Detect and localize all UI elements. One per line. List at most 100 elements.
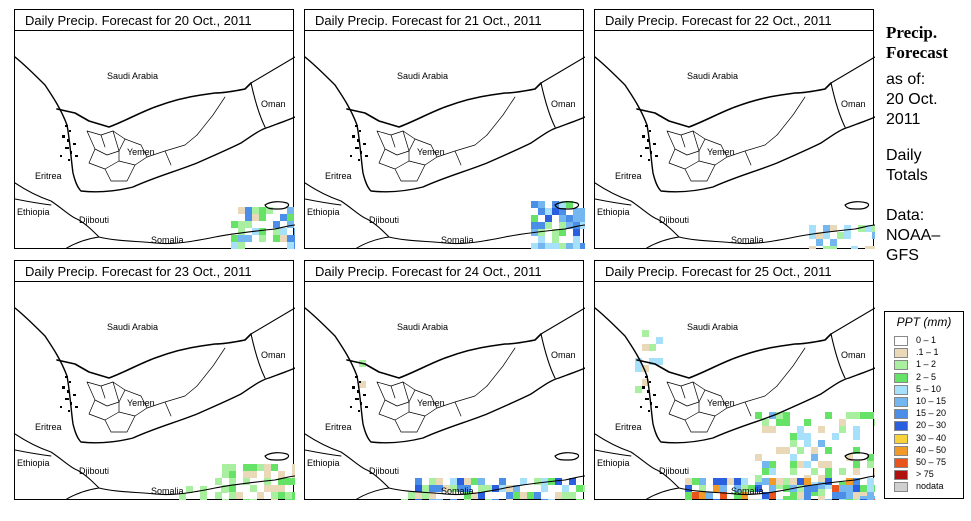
precip-cell	[278, 485, 285, 492]
precip-cell	[513, 492, 520, 499]
precip-cell	[531, 215, 538, 222]
precip-cell	[287, 235, 294, 242]
legend-label: nodata	[916, 481, 944, 492]
precip-cell	[580, 243, 585, 249]
precip-cell	[436, 499, 443, 500]
precip-cell	[573, 229, 580, 236]
precip-cell	[238, 207, 245, 214]
precip-cell	[699, 485, 706, 492]
label-somalia: Somalia	[441, 235, 474, 245]
precip-cell	[499, 478, 506, 485]
label-somalia: Somalia	[731, 235, 764, 245]
precip-cell	[278, 492, 285, 499]
precip-cell	[790, 454, 797, 461]
precip-cell	[839, 492, 846, 499]
precip-cell	[865, 246, 872, 249]
precip-cell	[853, 426, 860, 433]
precip-cell	[513, 485, 520, 492]
label-yemen: Yemen	[127, 398, 155, 408]
precip-cell	[200, 493, 207, 500]
precip-cell	[534, 478, 541, 485]
precip-cell	[450, 485, 457, 492]
precip-cell	[846, 454, 853, 461]
precip-cell	[804, 499, 811, 500]
precip-cell	[179, 493, 186, 500]
asof-date-line2: 2011	[886, 111, 921, 128]
precip-cell	[846, 478, 853, 485]
precip-cell	[853, 499, 860, 500]
precip-cell	[839, 499, 846, 500]
precip-cell	[837, 232, 844, 239]
precip-cell	[692, 492, 699, 499]
precip-cell	[846, 485, 853, 492]
precip-cell	[531, 201, 538, 208]
precip-cell	[429, 492, 436, 499]
precip-cell	[825, 478, 832, 485]
precip-cell	[642, 365, 649, 372]
precip-cell	[865, 225, 872, 232]
precip-cell	[858, 225, 865, 232]
legend-swatch	[894, 336, 908, 346]
precip-cell	[576, 499, 583, 500]
precip-cell	[273, 228, 280, 235]
precip-cell	[804, 461, 811, 468]
panel-title: Daily Precip. Forecast for 22 Oct., 2011	[594, 9, 874, 31]
panel-title: Daily Precip. Forecast for 20 Oct., 2011	[14, 9, 294, 31]
legend-swatch	[894, 458, 908, 468]
precip-cell	[280, 228, 287, 235]
precip-cell	[685, 499, 692, 500]
precip-cell	[221, 486, 228, 493]
precip-cell	[422, 485, 429, 492]
precip-cell	[566, 222, 573, 229]
precip-cell	[797, 447, 804, 454]
precip-cell	[853, 433, 860, 440]
precip-cell	[748, 485, 755, 492]
precip-cell	[506, 499, 513, 500]
precip-cell	[566, 215, 573, 222]
precip-cell	[245, 207, 252, 214]
precip-cell	[832, 492, 839, 499]
precip-cell	[252, 207, 259, 214]
precip-cell	[236, 492, 243, 499]
asof-date-line1: 20 Oct.	[886, 91, 938, 108]
label-saudi-arabia: Saudi Arabia	[687, 322, 738, 332]
label-eritrea: Eritrea	[35, 422, 62, 432]
legend-label: 15 – 20	[916, 408, 947, 419]
precip-cell	[238, 235, 245, 242]
precip-cell	[408, 492, 415, 499]
precip-cell	[811, 447, 818, 454]
label-ethiopia: Ethiopia	[17, 458, 50, 468]
precip-cell	[874, 496, 875, 500]
precip-cell	[273, 221, 280, 228]
precip-cell	[867, 478, 874, 485]
precip-cell	[243, 499, 250, 500]
precip-cell	[692, 478, 699, 485]
map-area: Saudi Arabia Oman Yemen Eritrea Ethiopia…	[594, 282, 875, 500]
precip-cell	[762, 478, 769, 485]
precip-cell	[741, 485, 748, 492]
legend-label: 0 – 1	[916, 335, 937, 345]
precip-cell	[734, 485, 741, 492]
precip-cell	[825, 499, 832, 500]
precip-cell	[734, 492, 741, 499]
panel-title: Daily Precip. Forecast for 24 Oct., 2011	[304, 260, 584, 282]
precip-cell	[506, 492, 513, 499]
label-oman: Oman	[551, 99, 576, 109]
precip-cell	[804, 492, 811, 499]
precip-cell	[259, 207, 266, 214]
precip-cell	[215, 478, 222, 485]
precip-cell	[867, 461, 874, 468]
precip-cell	[215, 492, 222, 499]
label-saudi-arabia: Saudi Arabia	[107, 71, 158, 81]
precip-cell	[867, 485, 874, 492]
precip-cell	[860, 485, 867, 492]
precip-cell	[280, 235, 287, 242]
label-yemen: Yemen	[417, 147, 445, 157]
precip-cell	[846, 412, 853, 419]
precip-cell	[769, 461, 776, 468]
label-oman: Oman	[841, 350, 866, 360]
label-yemen: Yemen	[707, 398, 735, 408]
precip-cell	[846, 499, 853, 500]
precip-cell	[436, 485, 443, 492]
